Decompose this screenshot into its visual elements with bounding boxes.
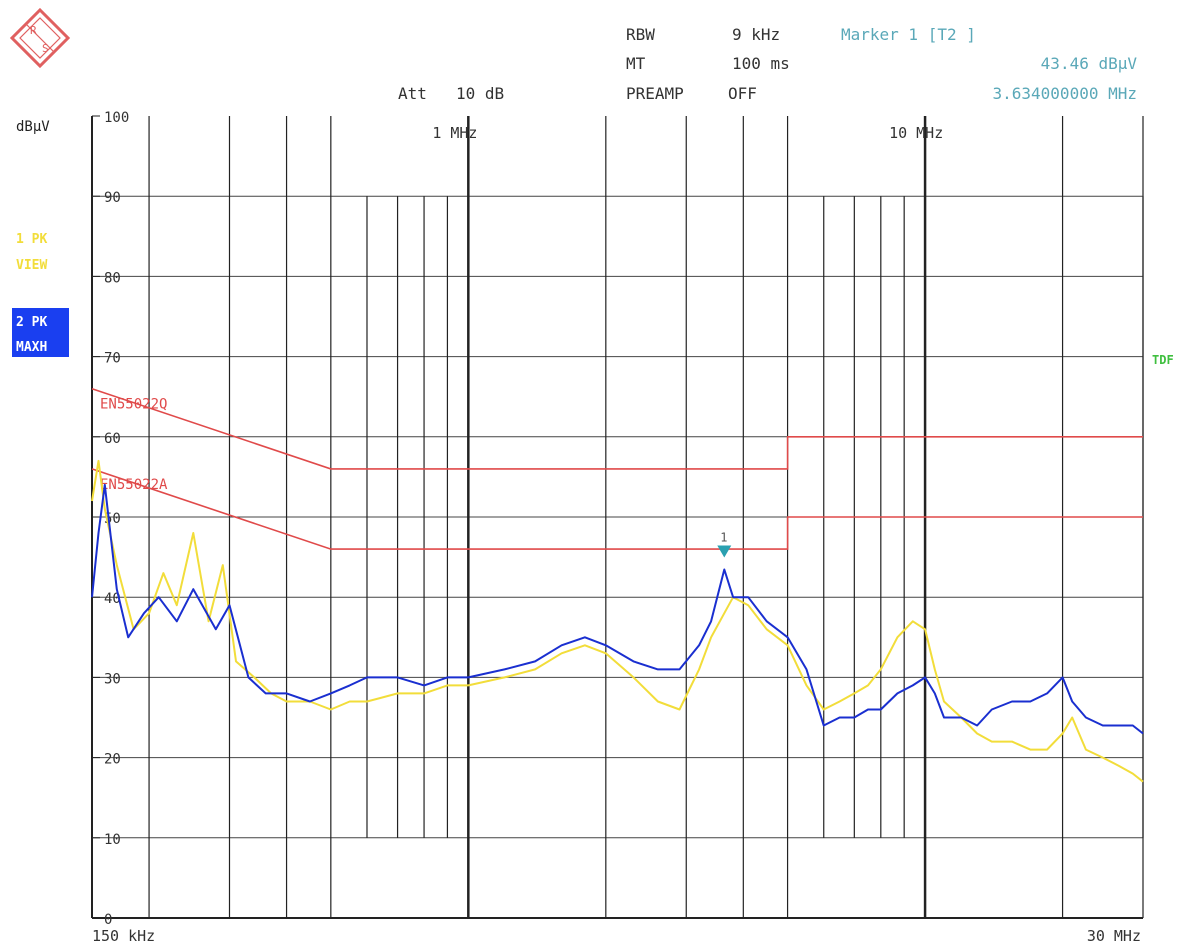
- limit-line-label: EN55022A: [100, 477, 168, 493]
- x-tick-label: 150 kHz: [92, 927, 155, 945]
- trace-series: [91, 459, 1144, 783]
- y-tick-label: 10: [104, 832, 121, 848]
- y-tick-label: 40: [104, 591, 121, 607]
- trace-1-line: [91, 459, 1144, 783]
- preamp-value: OFF: [728, 84, 757, 103]
- trace-2-line: [91, 483, 1144, 735]
- y-tick-label: 20: [104, 752, 121, 768]
- y-tick-label: 70: [104, 351, 121, 367]
- x-tick-label: 1 MHz: [432, 124, 477, 142]
- mt-value: 100 ms: [732, 54, 790, 73]
- marker-number: 1: [720, 530, 727, 544]
- y-tick-label: 100: [104, 110, 129, 126]
- rbw-value: 9 kHz: [732, 25, 780, 44]
- att-label: Att: [398, 84, 427, 103]
- marker-title: Marker 1 [T2 ]: [841, 25, 976, 44]
- preamp-label: PREAMP: [626, 84, 684, 103]
- rbw-label: RBW: [626, 25, 655, 44]
- svg-text:R: R: [30, 24, 37, 37]
- y-tick-label: 30: [104, 671, 121, 687]
- trace1-label-line1: 1 PK: [16, 232, 47, 247]
- unit-label: dBµV: [16, 119, 50, 135]
- svg-text:S: S: [42, 42, 49, 55]
- trace2-label-line1: 2 PK: [16, 315, 47, 330]
- tdf-label: TDF: [1152, 353, 1174, 367]
- marker-1: 1: [717, 530, 732, 558]
- marker-level: 43.46 dBµV: [1041, 54, 1138, 73]
- trace2-badge: [12, 308, 69, 357]
- limit-line-en55022a: [91, 468, 1143, 550]
- x-tick-label: 30 MHz: [1087, 927, 1141, 945]
- marker-triangle-icon: [717, 545, 732, 558]
- att-value: 10 dB: [456, 84, 504, 103]
- y-tick-label: 80: [104, 270, 121, 286]
- limit-line-label: EN55022Q: [100, 397, 167, 413]
- marker-frequency: 3.634000000 MHz: [993, 84, 1138, 103]
- y-tick-label: 0: [104, 912, 112, 928]
- x-axis: 150 kHz 1 MHz 10 MHz 30 MHz: [92, 124, 1141, 945]
- trace1-label-line2: VIEW: [16, 258, 47, 273]
- rs-logo-icon: R S: [9, 7, 71, 69]
- limit-line-en55022q: [91, 387, 1143, 470]
- y-tick-label: 90: [104, 190, 121, 206]
- y-tick-label: 60: [104, 431, 121, 447]
- x-tick-label: 10 MHz: [889, 124, 943, 142]
- mt-label: MT: [626, 54, 646, 73]
- limit-lines: EN55022Q EN55022A: [91, 387, 1143, 550]
- trace2-label-line2: MAXH: [16, 340, 47, 355]
